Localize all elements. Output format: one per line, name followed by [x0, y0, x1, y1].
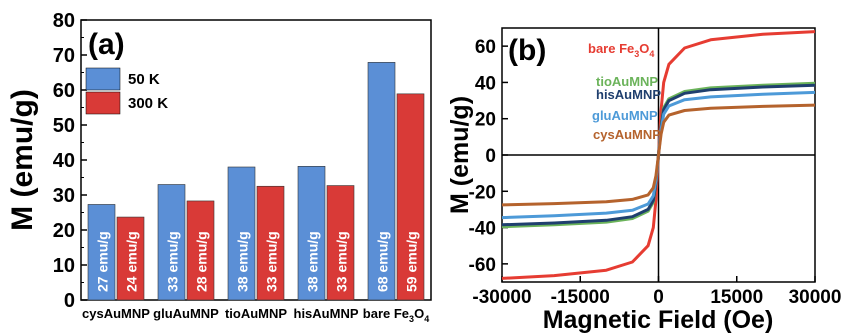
panel-a-ytick-label: 30 — [53, 185, 75, 207]
panel-a-ytick-label: 0 — [64, 290, 75, 312]
bar-300k — [116, 216, 145, 301]
panel-a-ytick-label: 80 — [53, 10, 75, 32]
bar-300k — [326, 185, 355, 301]
panel-b-xtick-label: -15000 — [551, 287, 610, 308]
bar-data-label: 33 emu/g — [264, 231, 280, 292]
legend-label-50k: 50 K — [128, 71, 160, 88]
series-label-cysaumnp: cysAuMNP — [593, 127, 661, 142]
series-label-bare-fe: bare Fe3O4 — [588, 41, 654, 59]
bar-data-label: 68 emu/g — [375, 231, 391, 292]
bar-300k — [396, 93, 425, 301]
panel-b-xtick-label: 0 — [653, 287, 664, 308]
panel-a-ytick-label: 40 — [53, 150, 75, 172]
panel-a-ytick-label: 70 — [53, 45, 75, 67]
bar-data-label: 38 emu/g — [235, 231, 251, 292]
panel-a-y-axis-label: M (emu/g) — [6, 89, 39, 231]
panel-a-category-label: bare Fe3O4 — [363, 306, 429, 324]
panel-b-line-chart: (b) Magnetic Field (Oe) M (emu/g) -60 -40… — [446, 27, 842, 333]
bar-50k — [227, 166, 256, 301]
bar-50k — [367, 62, 396, 301]
bar-data-label: 33 emu/g — [334, 231, 350, 292]
panel-b-ytick-label: -40 — [469, 219, 496, 240]
legend-swatch-300k — [85, 91, 121, 115]
panel-a-category-label: gluAuMNP — [153, 306, 219, 321]
legend-label-300k: 300 K — [128, 95, 168, 112]
panel-b-label: (b) — [508, 34, 546, 67]
panel-b-ticks: -60 -40 -20 0 20 40 60 -30000 -15000 0 15000 30000 — [469, 28, 842, 308]
panel-a-ticks: 0 10 20 30 40 50 60 70 80 — [53, 10, 87, 312]
panel-a-ytick-label: 60 — [53, 80, 75, 102]
panel-a-label: (a) — [88, 28, 125, 61]
panel-b-series-lines — [501, 30, 816, 280]
panel-b-ytick-label: -60 — [469, 255, 496, 276]
bar-data-label: 33 emu/g — [165, 231, 181, 292]
series-label-tioaumnp: tioAuMNP — [596, 74, 658, 89]
panel-b-ytick-label: 0 — [485, 146, 496, 167]
panel-b-ytick-label: 40 — [475, 73, 496, 94]
panel-b-xtick-label: 15000 — [710, 287, 763, 308]
panel-a-category-label: hisAuMNP — [294, 306, 359, 321]
legend-swatch-50k — [85, 67, 121, 91]
panel-a-ytick-label: 10 — [53, 255, 75, 277]
panel-a-category-labels: cysAuMNP gluAuMNP tioAuMNP hisAuMNP bare Fe3… — [82, 306, 429, 324]
panel-a-legend: 50 K 300 K — [85, 67, 168, 115]
panel-a-category-label: cysAuMNP — [82, 306, 150, 321]
panel-b-ytick-label: 60 — [475, 37, 496, 58]
series-label-hisaumnp: hisAuMNP — [596, 87, 661, 102]
panel-a-ytick-label: 20 — [53, 220, 75, 242]
panel-b-ytick-label: -20 — [469, 182, 496, 203]
bar-300k — [186, 200, 215, 301]
bar-50k — [157, 184, 186, 301]
bar-50k — [87, 204, 116, 301]
bar-50k — [297, 166, 326, 301]
panel-b-x-axis-label: Magnetic Field (Oe) — [543, 306, 774, 333]
panel-b-ytick-label: 20 — [475, 110, 496, 131]
panel-a-category-label: tioAuMNP — [225, 306, 287, 321]
bar-data-label: 27 emu/g — [95, 231, 111, 292]
panel-b-xtick-label: -30000 — [472, 287, 531, 308]
panel-a-bars: 27 emu/g 24 emu/g 33 emu/g 28 emu/g 38 emu/g… — [87, 62, 425, 301]
series-label-gluaumnp: gluAuMNP — [592, 108, 658, 123]
bar-data-label: 24 emu/g — [124, 231, 140, 292]
panel-a-ytick-label: 50 — [53, 115, 75, 137]
panel-a-bar-chart: (a) M (emu/g) 0 10 20 30 40 50 60 70 80 27 emu/g… — [6, 10, 432, 324]
bar-data-label: 38 emu/g — [305, 231, 321, 292]
bar-300k — [256, 185, 285, 301]
panel-b-xtick-label: 30000 — [789, 287, 842, 308]
panel-b-y-axis-label: M (emu/g) — [446, 96, 474, 214]
bar-data-label: 59 emu/g — [404, 231, 420, 292]
series-line-cysaumnp — [501, 103, 816, 207]
bar-data-label: 28 emu/g — [194, 231, 210, 292]
